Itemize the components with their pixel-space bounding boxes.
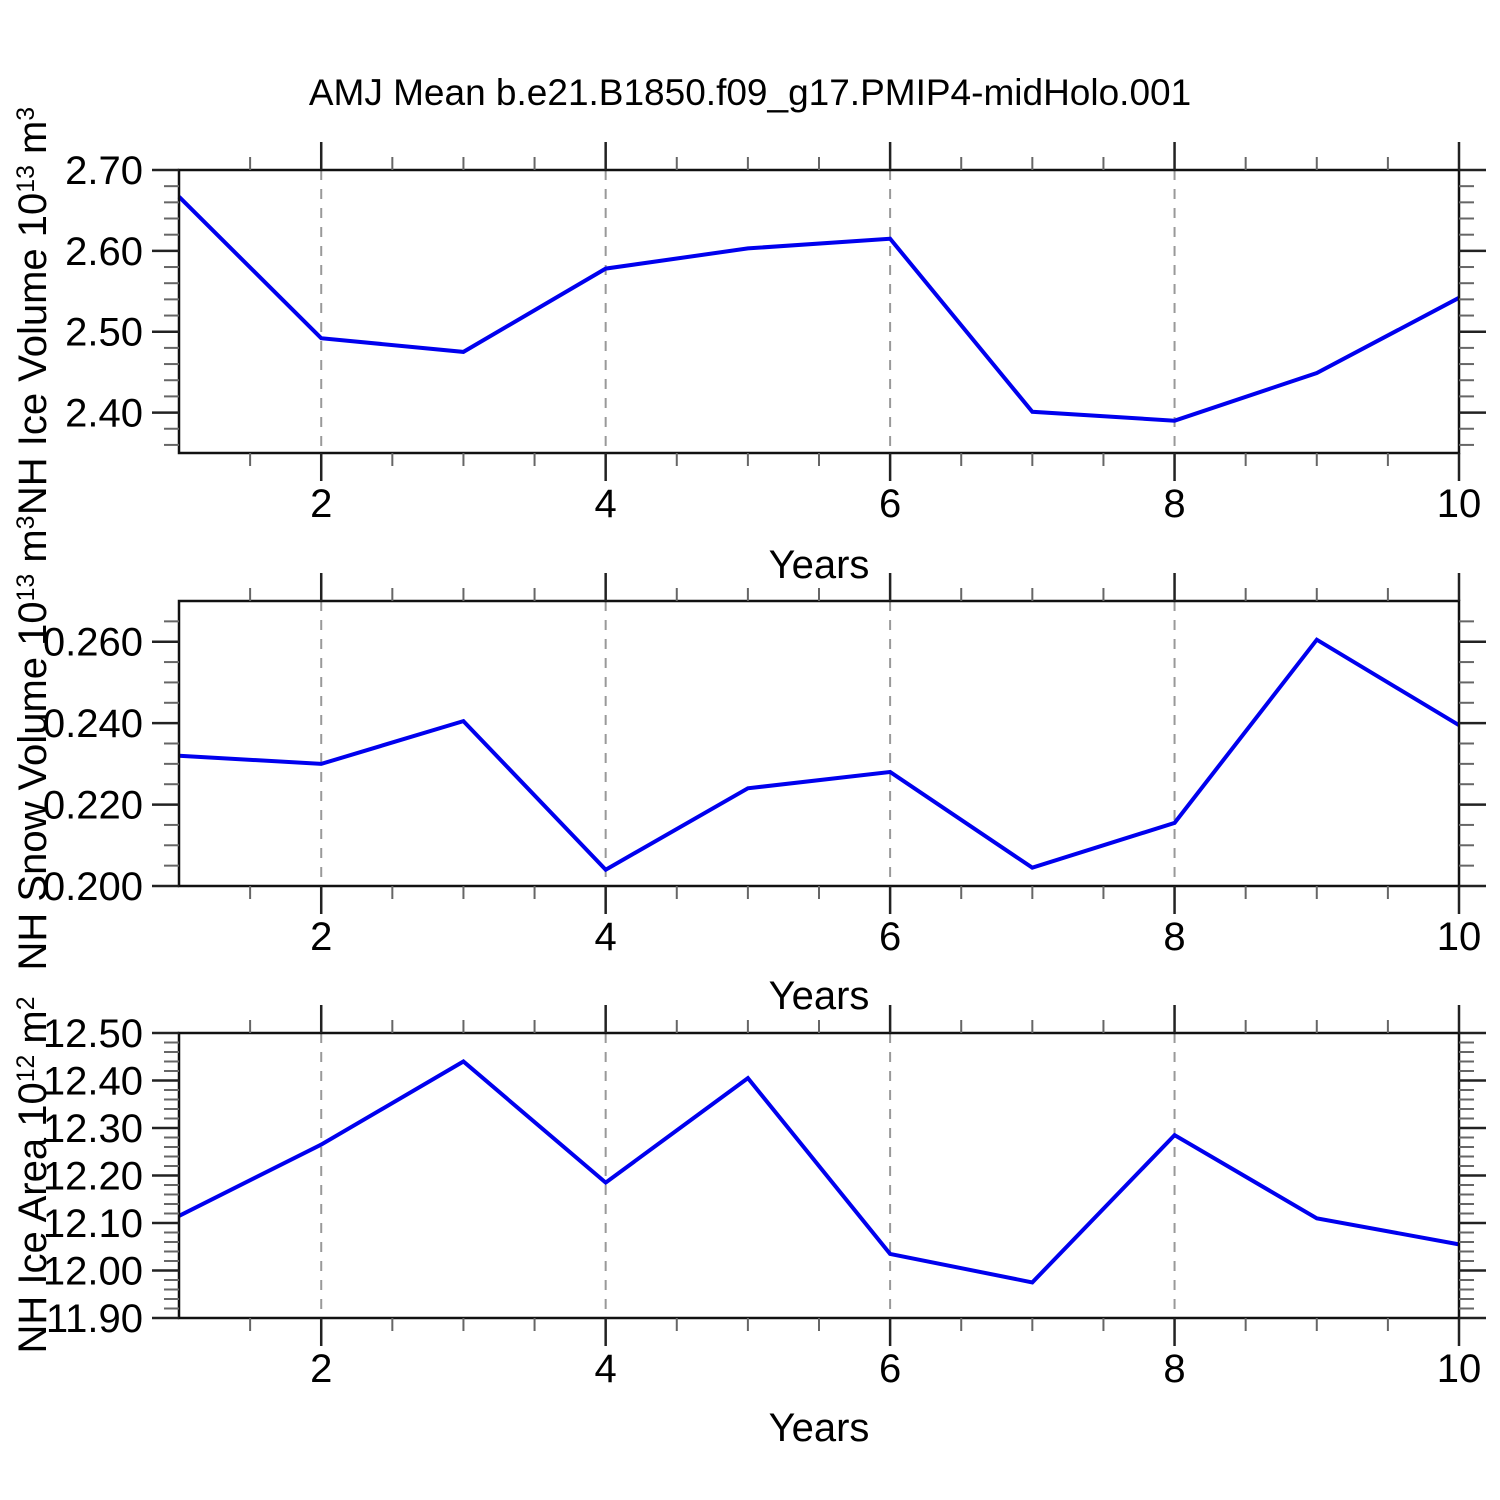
y-tick-label: 0.240 [43, 702, 143, 746]
x-tick-label: 4 [595, 482, 617, 526]
y-axis-title-unit-exponent: 2 [12, 996, 40, 1011]
x-axis-label-years-panel2: Years [768, 974, 870, 1018]
y-tick-label: 2.50 [65, 311, 143, 355]
y-axis-title-unit-exponent: 3 [12, 515, 40, 530]
y-tick-label: 2.70 [65, 149, 143, 193]
x-tick-label: 8 [1163, 482, 1185, 526]
x-tick-label: 2 [310, 915, 332, 959]
y-tick-label: 12.10 [43, 1202, 143, 1246]
series-line-nh-ice-volume [177, 195, 1460, 423]
x-tick-label: 4 [595, 1347, 617, 1391]
x-tick-label: 10 [1437, 482, 1482, 526]
y-axis-title-nh-ice-area: NH Ice Area 1012 m2 [7, 825, 59, 1500]
y-tick-label: 12.40 [43, 1060, 143, 1104]
x-axis-label-years-panel1: Years [768, 543, 870, 587]
plot-frame [177, 168, 1461, 455]
y-axis-title-unit: m [11, 120, 55, 166]
x-tick-label: 6 [879, 1347, 901, 1391]
y-tick-label: 0.220 [43, 784, 143, 828]
x-tick-label: 8 [1163, 915, 1185, 959]
y-tick-label: 12.20 [43, 1155, 143, 1199]
x-axis-label-years-panel3: Years [768, 1406, 870, 1450]
y-tick-label: 12.50 [43, 1012, 143, 1056]
y-axis-title-text: NH Ice Area 10 [11, 1082, 55, 1354]
y-axis-title-unit: m [11, 529, 55, 574]
x-tick-label: 4 [595, 915, 617, 959]
plot-frame [177, 1031, 1461, 1320]
x-tick-label: 6 [879, 915, 901, 959]
y-tick-label: 2.60 [65, 230, 143, 274]
y-axis-title-exponent: 13 [12, 573, 40, 602]
y-axis-title-exponent: 12 [12, 1054, 40, 1083]
y-axis-title-unit-exponent: 3 [12, 106, 40, 121]
x-tick-label: 6 [879, 482, 901, 526]
y-tick-label: 0.200 [43, 865, 143, 909]
y-tick-label: 11.90 [46, 1297, 143, 1341]
x-tick-label: 10 [1437, 1347, 1482, 1391]
series-line-nh-ice-area [178, 1059, 1460, 1285]
x-tick-label: 8 [1163, 1347, 1185, 1391]
y-tick-label: 12.00 [43, 1250, 143, 1294]
y-tick-label: 12.30 [43, 1107, 143, 1151]
x-tick-label: 10 [1437, 915, 1482, 959]
plot-frame [177, 599, 1461, 888]
chart-title: AMJ Mean b.e21.B1850.f09_g17.PMIP4-midHo… [308, 72, 1192, 113]
y-tick-label: 0.260 [43, 621, 143, 665]
y-axis-title-exponent: 13 [12, 165, 40, 193]
y-tick-label: 2.40 [65, 392, 143, 436]
x-tick-label: 2 [310, 482, 332, 526]
y-axis-title-unit: m [11, 1010, 55, 1055]
series-line-nh-snow-volume [178, 637, 1461, 873]
x-tick-label: 2 [310, 1347, 332, 1391]
